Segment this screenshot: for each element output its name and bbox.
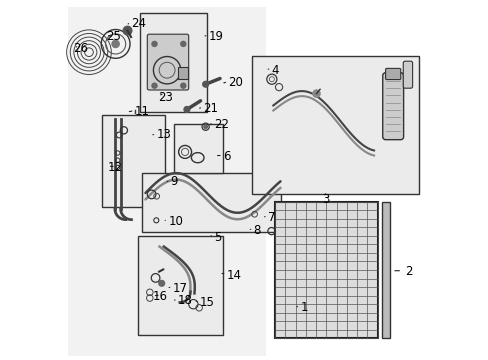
Text: 17: 17 xyxy=(172,282,187,294)
Text: 25: 25 xyxy=(106,30,121,42)
Text: 1: 1 xyxy=(300,301,307,314)
Text: 16: 16 xyxy=(152,291,167,303)
Circle shape xyxy=(203,81,208,87)
Text: 21: 21 xyxy=(203,102,218,114)
Circle shape xyxy=(312,90,320,97)
Bar xyxy=(174,124,223,173)
Circle shape xyxy=(183,107,189,112)
Text: 20: 20 xyxy=(228,76,243,89)
Circle shape xyxy=(123,26,132,35)
Text: 15: 15 xyxy=(199,296,214,309)
Text: 9: 9 xyxy=(170,175,178,188)
Circle shape xyxy=(181,41,185,46)
Text: 7: 7 xyxy=(267,211,275,224)
Circle shape xyxy=(112,40,119,48)
Text: 11: 11 xyxy=(134,105,149,118)
Text: 19: 19 xyxy=(208,30,223,42)
Circle shape xyxy=(152,83,157,88)
Circle shape xyxy=(203,125,207,129)
Text: 26: 26 xyxy=(73,42,88,55)
Circle shape xyxy=(152,41,157,46)
Text: 10: 10 xyxy=(168,215,183,228)
Text: 22: 22 xyxy=(213,118,228,131)
Text: 2: 2 xyxy=(404,265,411,278)
Text: 4: 4 xyxy=(271,64,279,77)
Bar xyxy=(68,7,265,356)
Circle shape xyxy=(159,280,164,286)
FancyBboxPatch shape xyxy=(147,34,188,90)
Text: 8: 8 xyxy=(253,224,260,237)
Text: 3: 3 xyxy=(321,193,328,206)
Bar xyxy=(275,202,377,338)
FancyBboxPatch shape xyxy=(385,68,400,80)
Text: 18: 18 xyxy=(178,294,192,307)
Circle shape xyxy=(181,83,185,88)
Text: 5: 5 xyxy=(213,231,221,244)
Bar xyxy=(140,13,206,112)
Bar xyxy=(251,56,418,194)
Text: 14: 14 xyxy=(226,269,241,282)
FancyBboxPatch shape xyxy=(382,73,403,140)
Text: 6: 6 xyxy=(223,150,230,163)
Text: 24: 24 xyxy=(131,17,146,30)
FancyBboxPatch shape xyxy=(403,61,412,88)
Bar xyxy=(102,115,165,207)
Bar xyxy=(142,173,280,232)
Bar xyxy=(381,202,389,338)
Bar xyxy=(138,236,223,335)
Bar xyxy=(178,67,187,79)
Text: 13: 13 xyxy=(156,129,171,141)
Text: 23: 23 xyxy=(158,91,173,104)
Text: 12: 12 xyxy=(107,161,122,174)
